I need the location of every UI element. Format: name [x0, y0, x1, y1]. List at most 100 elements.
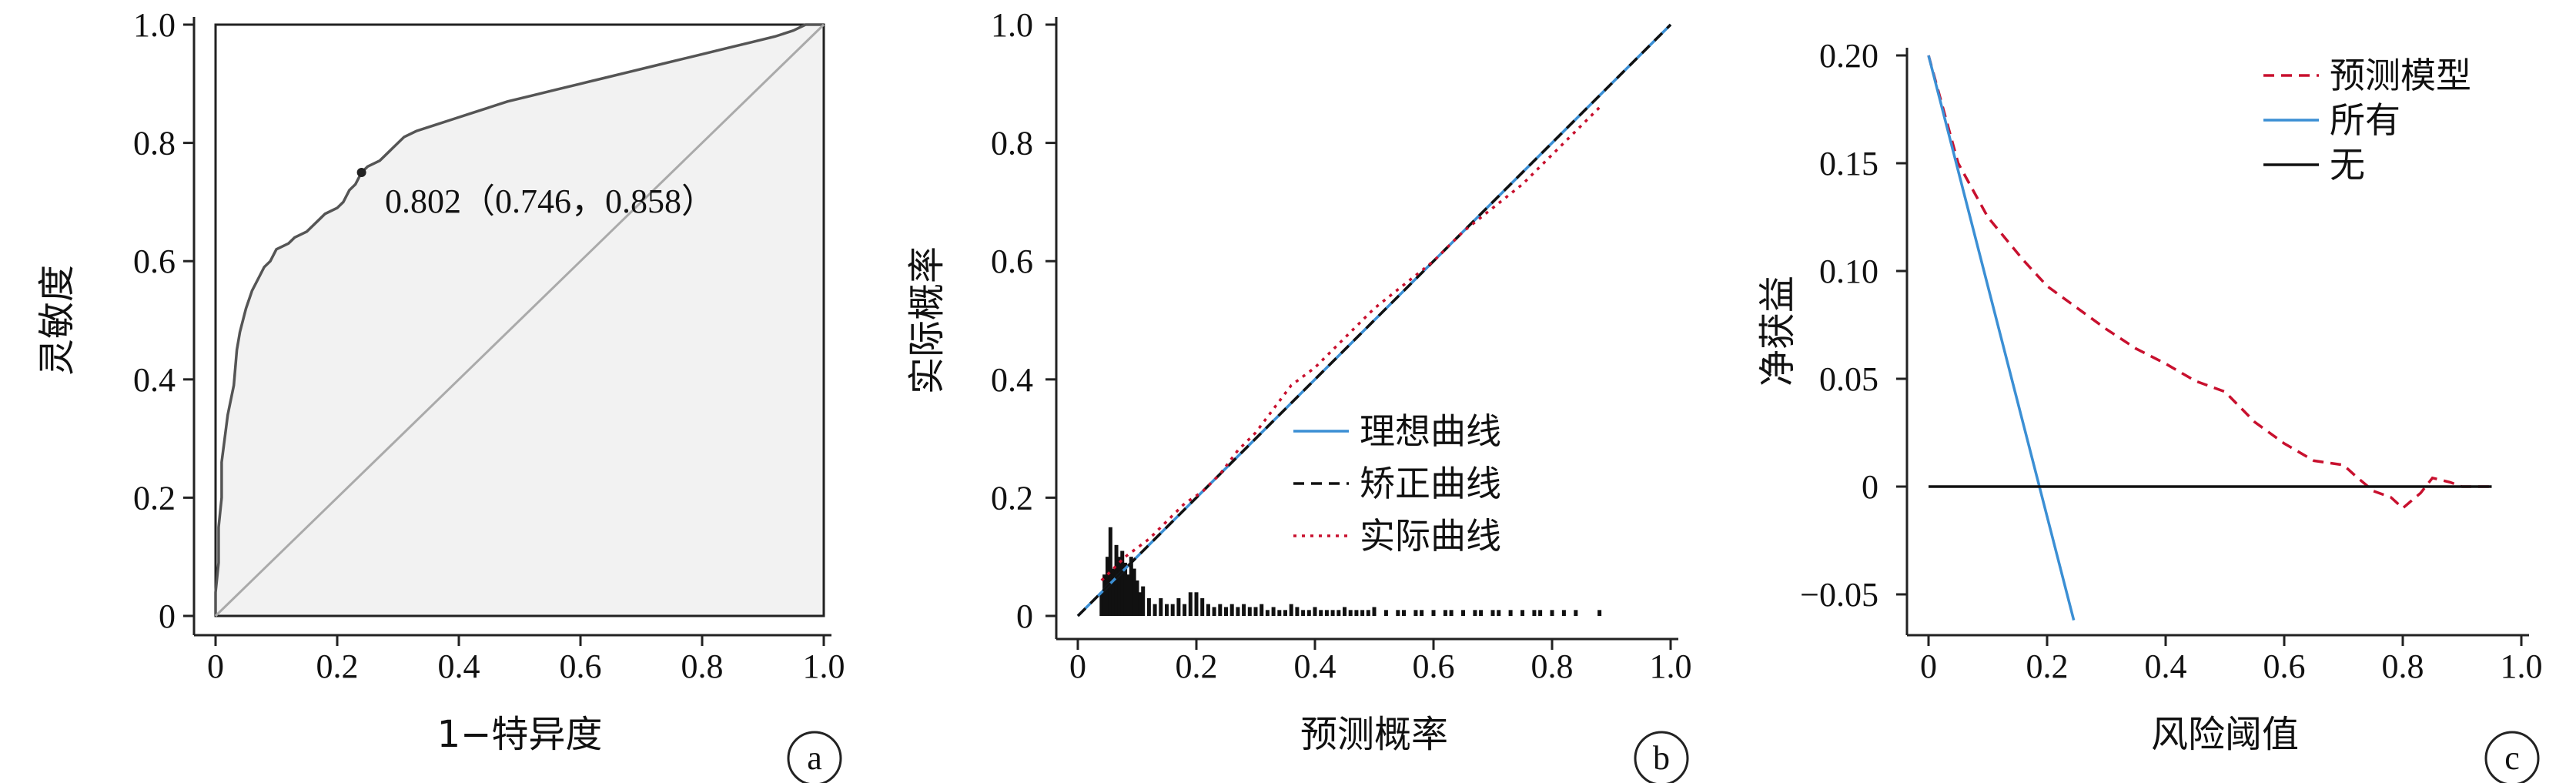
histogram-bar — [1473, 610, 1477, 616]
y-tick-label: 0.10 — [1819, 253, 1878, 290]
histogram-bar — [1253, 607, 1258, 616]
histogram-bar — [1153, 604, 1157, 616]
histogram-bar — [1348, 610, 1353, 616]
histogram-bar — [1313, 607, 1317, 616]
histogram-bar — [1490, 610, 1495, 616]
x-tick-label: 0 — [1069, 647, 1086, 685]
histogram-bar — [1120, 550, 1125, 616]
histogram-bar — [1508, 610, 1513, 616]
histogram-bar — [1431, 610, 1436, 616]
histogram-bar — [1229, 604, 1234, 616]
histogram-bar — [1138, 592, 1142, 616]
y-tick-label: 0.4 — [133, 361, 176, 399]
y-tick-label: 0.2 — [991, 479, 1033, 517]
x-tick-label: 1.0 — [2501, 647, 2543, 685]
histogram-bar — [1538, 610, 1543, 616]
x-tick-label: 0.6 — [560, 647, 602, 685]
histogram-bar — [1372, 607, 1377, 616]
series-line-s2 — [1100, 106, 1601, 582]
x-tick-label: 1.0 — [1650, 647, 1692, 685]
histogram-bar — [1306, 610, 1311, 616]
x-tick-label: 0.8 — [1531, 647, 1574, 685]
series-line-diagonal — [214, 23, 825, 617]
histogram-bar — [1271, 607, 1276, 616]
panel-label-circle — [787, 731, 842, 783]
histogram-bar — [1396, 610, 1400, 616]
histogram-bar — [1099, 592, 1104, 616]
x-tick-label: 0.4 — [1294, 647, 1337, 685]
histogram-bar — [1277, 610, 1282, 616]
histogram-bar — [1108, 527, 1112, 616]
histogram-bar — [1165, 604, 1169, 616]
x-tick-label: 0 — [207, 647, 224, 685]
series-line-s1 — [1927, 55, 2076, 621]
histogram-bar — [1242, 604, 1246, 616]
series-line-s0 — [1927, 55, 2492, 510]
decision-curve-panel: 0 0.2 0.4 0.6 0.8 1.0 −0.05 0 0.05 0.10 0.15 0.20 风险… — [1756, 37, 2543, 783]
series-line-s1 — [1076, 23, 1672, 617]
plot-frame — [214, 23, 825, 617]
histogram-bar — [1114, 544, 1119, 616]
histogram-bar — [1126, 574, 1130, 616]
histogram-bar — [1402, 610, 1406, 616]
x-tick-label: 0.6 — [2263, 647, 2306, 685]
x-tick-label: 0.2 — [316, 647, 359, 685]
histogram-bar — [1146, 597, 1151, 616]
histogram-bar — [1324, 610, 1329, 616]
histogram-bar — [1461, 610, 1465, 616]
cutoff-point — [356, 168, 366, 177]
y-tick-label: 0.8 — [991, 125, 1033, 162]
calibration-panel: 0 0.2 0.4 0.6 0.8 1.0 0 0.2 0.4 0.6 0.8 1.0 预测概率 实际概率… — [905, 6, 1692, 783]
x-tick-label: 0.4 — [438, 647, 480, 685]
histogram-bar — [1532, 610, 1537, 616]
histogram-bar — [1337, 610, 1341, 616]
y-tick-label: 1.0 — [133, 6, 176, 44]
panel-label-circle — [1634, 731, 1689, 783]
histogram-bar — [1135, 580, 1139, 616]
histogram-bar — [1561, 610, 1566, 616]
histogram-bar — [1449, 610, 1454, 616]
y-tick-label: 0.4 — [991, 361, 1033, 399]
y-axis-label: 净获益 — [1756, 276, 1799, 386]
y-tick-label: 0.05 — [1819, 360, 1878, 398]
y-tick-label: 0 — [1862, 468, 1878, 506]
panel-label-circle — [2484, 731, 2540, 783]
x-axis-label: 预测概率 — [1300, 713, 1448, 756]
y-tick-label: 0 — [159, 597, 176, 635]
y-tick-label: 0.20 — [1819, 37, 1878, 75]
histogram-bar — [1159, 597, 1163, 616]
histogram-bar — [1265, 610, 1270, 616]
legend-label: 预测模型 — [2330, 55, 2471, 96]
histogram-bar — [1550, 610, 1554, 616]
histogram-bar — [1360, 610, 1365, 616]
histogram-bar — [1383, 610, 1388, 616]
histogram-bar — [1413, 610, 1418, 616]
y-tick-label: 1.0 — [991, 6, 1033, 44]
y-tick-label: 0.2 — [133, 479, 176, 517]
histogram-bar — [1224, 607, 1228, 616]
histogram-bar — [1188, 592, 1193, 616]
y-axis-label: 灵敏度 — [35, 265, 79, 376]
histogram-bar — [1521, 610, 1524, 616]
histogram-bar — [1283, 610, 1287, 616]
histogram-bar — [1132, 568, 1136, 616]
legend-label: 所有 — [2330, 99, 2400, 141]
legend-label: 无 — [2330, 144, 2365, 186]
histogram-bar — [1354, 610, 1359, 616]
x-tick-label: 0.8 — [2382, 647, 2424, 685]
x-tick-label: 0.2 — [2026, 647, 2069, 685]
histogram-bar — [1366, 610, 1370, 616]
histogram-bar — [1123, 562, 1128, 616]
panel-label: b — [1653, 739, 1670, 777]
histogram-bar — [1206, 604, 1210, 616]
y-tick-label: −0.05 — [1800, 576, 1878, 614]
histogram-bar — [1289, 604, 1293, 616]
histogram-bar — [1260, 604, 1264, 616]
x-axis-label: 1−特异度 — [437, 713, 603, 756]
histogram-bar — [1102, 574, 1107, 616]
histogram-bar — [1574, 610, 1578, 616]
histogram-bar — [1129, 557, 1133, 616]
x-axis-label: 风险阈值 — [2151, 713, 2299, 756]
auc-annotation: 0.802（0.746，0.858） — [385, 182, 715, 220]
